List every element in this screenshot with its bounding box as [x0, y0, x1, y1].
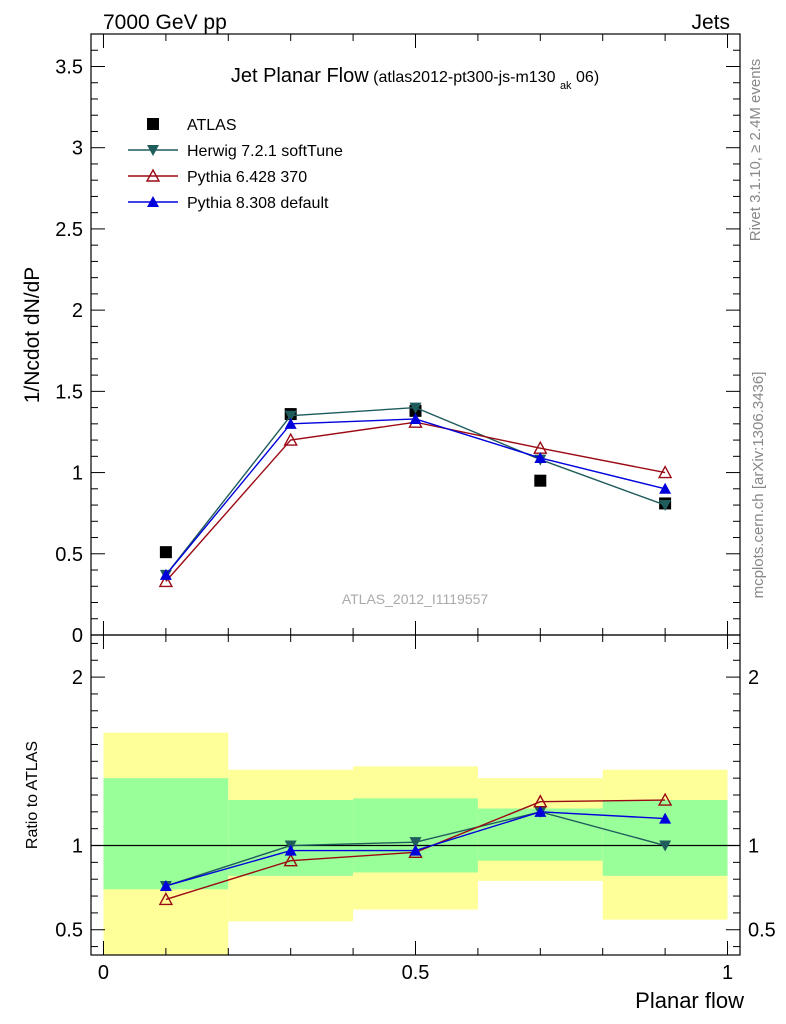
- ratio-data-point: [657, 792, 673, 806]
- legend-label: Pythia 8.308 default: [187, 195, 329, 212]
- ratio-series-pythia-8-308-default: [159, 805, 672, 891]
- data-point: [158, 573, 174, 588]
- ratio-data-point: [409, 844, 422, 856]
- chart-title: Jet Planar Flow (atlas2012-pt300-js-m130…: [231, 65, 599, 93]
- main-y-tick-label: 2.5: [55, 219, 83, 241]
- ratio-data-point: [283, 853, 298, 867]
- legend-item: Pythia 8.308 default: [128, 195, 329, 212]
- x-tick-label: 0: [98, 962, 109, 984]
- ratio-y-tick-label-right: 2: [748, 667, 759, 689]
- main-y-tick-label: 1.5: [55, 381, 83, 403]
- ratio-y-axis-label: Ratio to ATLAS: [24, 741, 41, 849]
- ratio-y-tick-label: 1: [72, 836, 83, 858]
- main-y-tick-label: 1: [72, 463, 83, 485]
- legend-item: Herwig 7.2.1 softTune: [128, 143, 343, 160]
- mcplots-reference-text: mcplots.cern.ch [arXiv:1306.3436]: [750, 372, 767, 599]
- data-point: [284, 410, 297, 422]
- analysis-watermark: ATLAS_2012_I1119557: [342, 591, 489, 607]
- uncertainty-band-green: [228, 800, 354, 876]
- chart-title-detail: (atlas2012-pt300-js-m130: [373, 69, 555, 86]
- data-point: [284, 417, 297, 429]
- header-left: 7000 GeV pp: [103, 11, 227, 34]
- x-axis-label: Planar flow: [635, 988, 744, 1013]
- ratio-y-tick-label-right: 0.5: [748, 920, 776, 942]
- ratio-data-point: [158, 891, 174, 906]
- ratio-y-tick-label: 2: [72, 667, 83, 689]
- rivet-version-text: Rivet 3.1.10, ≥ 2.4M events: [747, 59, 764, 242]
- ratio-data-point: [659, 840, 672, 852]
- legend-label: Pythia 6.428 370: [187, 169, 307, 186]
- legend-marker: [147, 145, 159, 156]
- legend: ATLAS Herwig 7.2.1 softTune Pythia 6.428 3…: [128, 117, 343, 212]
- main-y-tick-label: 0.5: [55, 544, 83, 566]
- main-y-axis-label: 1/Ncdot dN/dP: [21, 267, 44, 404]
- data-point: [159, 568, 172, 580]
- uncertainty-band-green: [103, 778, 229, 890]
- data-point: [409, 402, 422, 414]
- ratio-data-point: [409, 837, 422, 849]
- ratio-data-point: [659, 812, 672, 824]
- ratio-data-point: [159, 879, 172, 891]
- ratio-data-point: [534, 805, 547, 817]
- legend-label: Herwig 7.2.1 softTune: [187, 143, 343, 160]
- chart-title-main: Jet Planar Flow: [231, 65, 369, 87]
- chart-title-end: 06): [576, 69, 599, 86]
- ratio-plot-frame: [90, 634, 741, 956]
- series-line: [165, 421, 666, 582]
- x-tick-label: 1: [722, 962, 733, 984]
- ratio-y-tick-label: 0.5: [55, 920, 83, 942]
- legend-label: ATLAS: [187, 117, 237, 134]
- main-y-tick-label: 3: [72, 138, 83, 160]
- series-pythia-8-308-default: [159, 412, 672, 580]
- legend-marker: [147, 196, 159, 207]
- uncertainty-band-green: [602, 800, 728, 876]
- legend-item: ATLAS: [147, 117, 237, 134]
- main-y-tick-label: 2: [72, 300, 83, 322]
- series-line: [165, 406, 666, 576]
- data-point: [534, 451, 547, 463]
- series-herwig-7-2-1-softtune: [159, 402, 672, 581]
- legend-marker: [145, 168, 161, 182]
- ratio-y-tick-label-right: 1: [748, 836, 759, 858]
- data-point: [657, 465, 673, 479]
- legend-item: Pythia 6.428 370: [128, 168, 307, 186]
- x-tick-label: 0.5: [402, 962, 430, 984]
- data-point: [534, 474, 547, 487]
- data-point: [159, 546, 172, 559]
- data-point: [659, 500, 672, 512]
- data-point: [659, 482, 672, 494]
- main-y-tick-label: 3.5: [55, 56, 83, 78]
- ratio-plot-panel: 0.5 0.5 1 1 2 2 0 0.5 1: [55, 634, 776, 984]
- header-right: Jets: [691, 11, 730, 34]
- data-point: [283, 432, 298, 446]
- uncertainty-band-green: [353, 798, 478, 873]
- main-y-tick-label: 0: [72, 625, 83, 647]
- data-point: [409, 412, 422, 424]
- series-pythia-6-428-370: [158, 414, 673, 588]
- legend-marker: [147, 118, 159, 130]
- chart-title-subscript: ak: [560, 80, 572, 92]
- main-plot-panel: 0 0.5 1 1.5 2 2.5 3 3.5: [55, 33, 741, 647]
- ratio-data-point: [284, 844, 297, 856]
